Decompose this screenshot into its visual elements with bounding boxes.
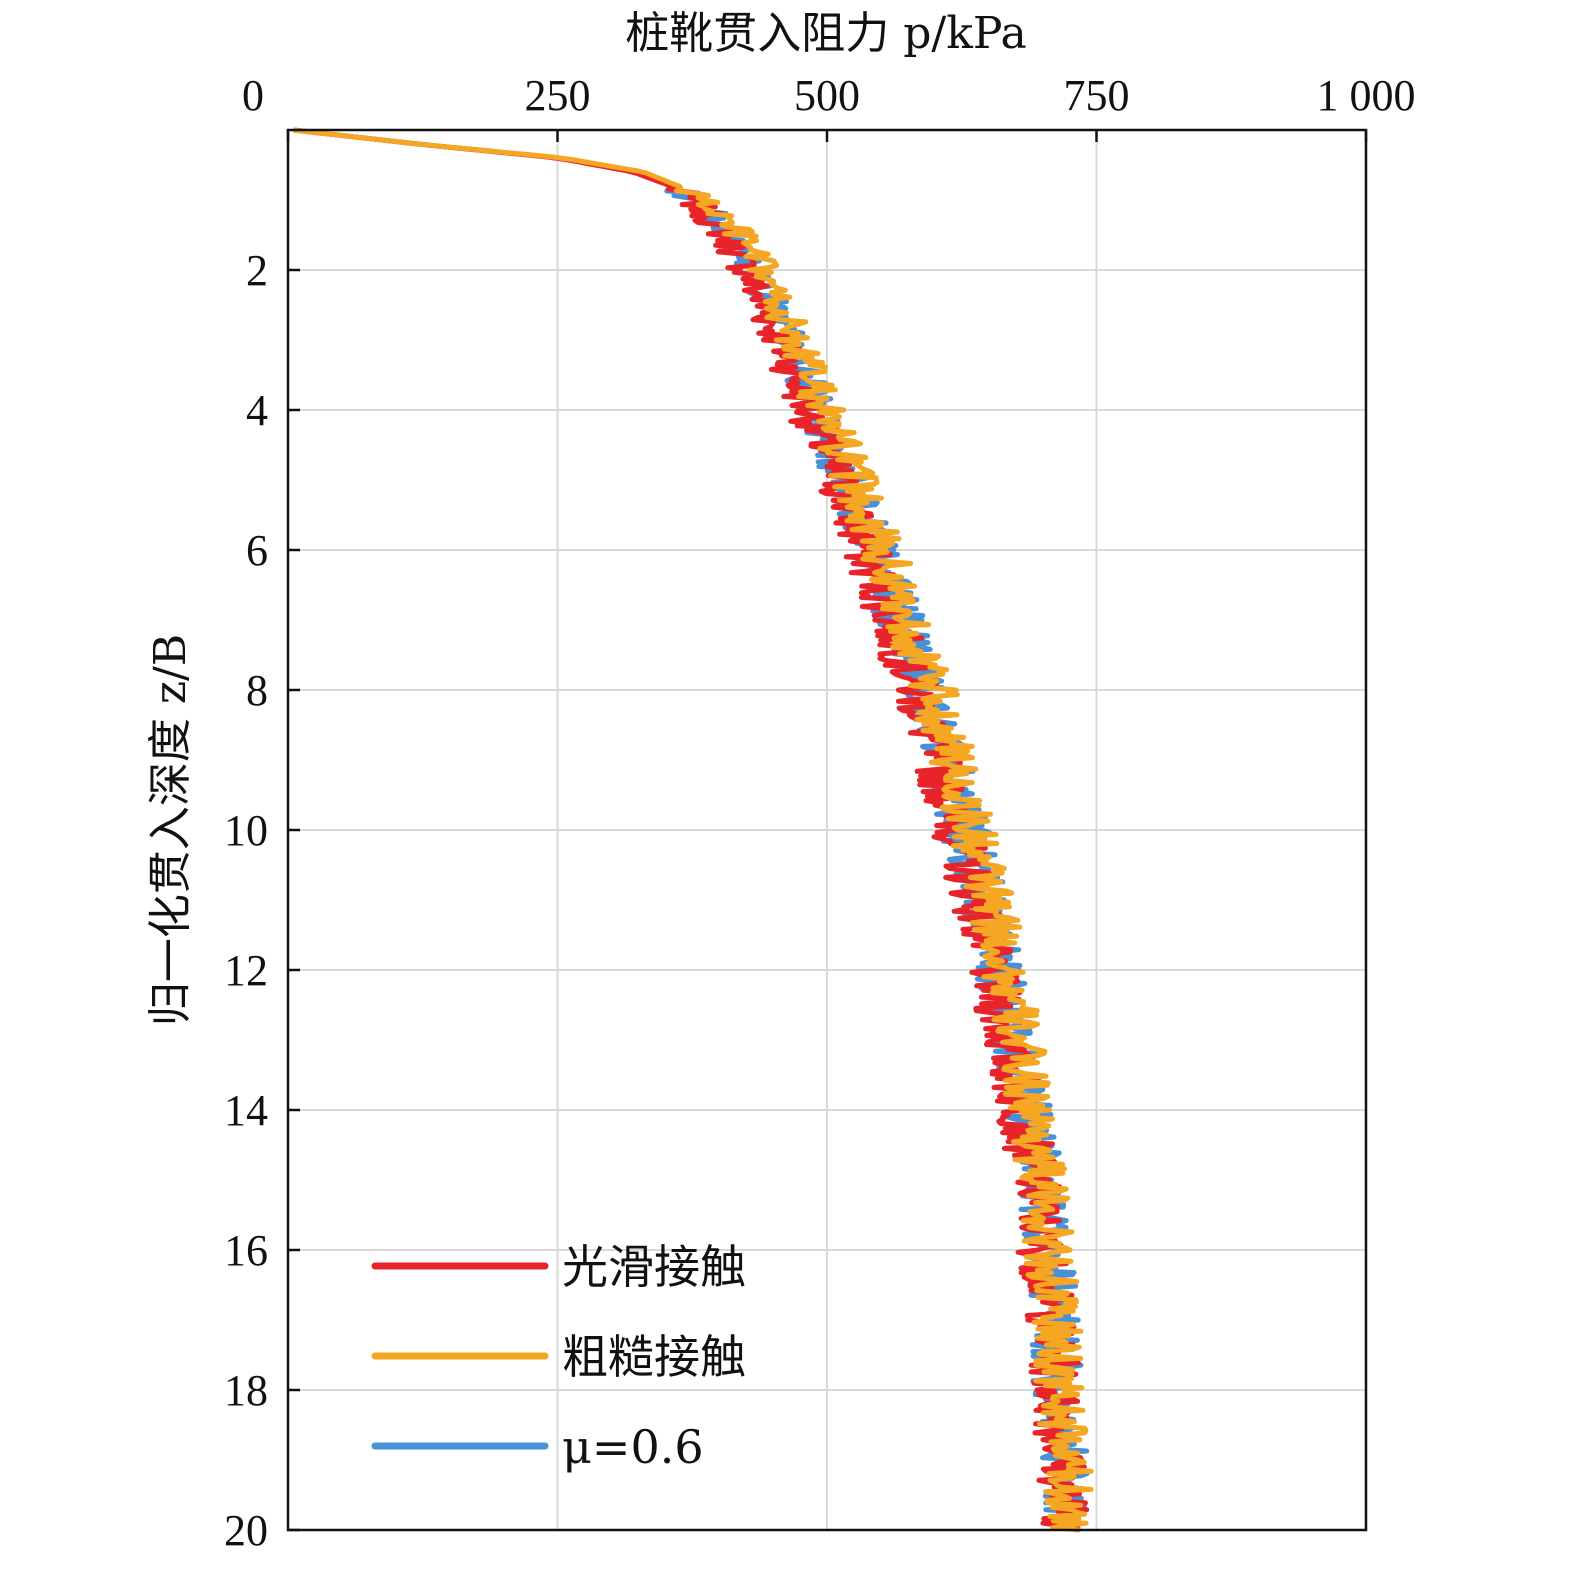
x-tick-label: 250 xyxy=(525,71,591,120)
x-tick-label: 1 000 xyxy=(1317,71,1416,120)
y-tick-label: 20 xyxy=(224,1506,268,1555)
tick-marks xyxy=(286,130,1368,1532)
y-tick-label: 14 xyxy=(224,1086,268,1135)
y-tick-label: 4 xyxy=(246,386,268,435)
y-tick-label: 16 xyxy=(224,1226,268,1275)
gridlines xyxy=(288,130,1366,1530)
series-lines xyxy=(293,127,1094,1533)
series-line-1 xyxy=(293,127,1094,1533)
y-tick-label: 18 xyxy=(224,1366,268,1415)
legend-label-rough: 粗糙接触 xyxy=(562,1330,746,1384)
x-tick-label: 500 xyxy=(794,71,860,120)
y-tick-label: 8 xyxy=(246,666,268,715)
y-tick-label: 12 xyxy=(224,946,268,995)
y-tick-label: 2 xyxy=(246,246,268,295)
legend: 光滑接触 粗糙接触 μ=0.6 xyxy=(371,1240,746,1474)
y-tick-labels: 2 4 6 8 10 12 14 16 18 20 xyxy=(224,246,268,1555)
y-tick-label: 6 xyxy=(246,526,268,575)
x-tick-label: 0 xyxy=(242,71,264,120)
y-axis-title: 归一化贯入深度 z/B xyxy=(145,634,196,1026)
legend-label-smooth: 光滑接触 xyxy=(562,1240,746,1294)
y-tick-label: 10 xyxy=(224,806,268,855)
x-axis-title: 桩靴贯入阻力 p/kPa xyxy=(625,8,1027,59)
legend-label-mu: μ=0.6 xyxy=(562,1420,704,1474)
x-tick-label: 750 xyxy=(1064,71,1130,120)
x-tick-labels: 0 250 500 750 1 000 xyxy=(242,71,1416,120)
